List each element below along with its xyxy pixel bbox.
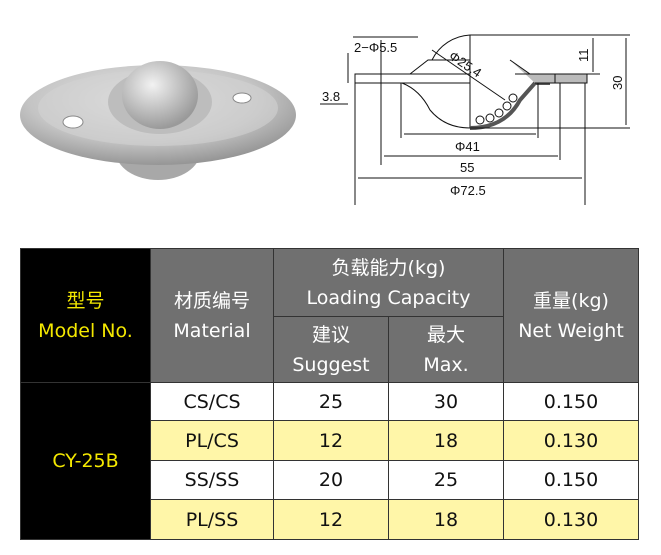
material-cell: PL/CS — [150, 420, 274, 461]
dim-top-height: 11 — [576, 49, 591, 63]
product-photo — [20, 61, 296, 180]
material-cell: PL/SS — [150, 499, 274, 540]
dim-hole-pitch: 55 — [460, 160, 474, 175]
suggest-cell: 12 — [273, 499, 389, 540]
header-model: 型号 Model No. — [20, 248, 151, 383]
table-row: CY-25B CS/CS 25 30 0.150 — [20, 382, 639, 540]
header-weight: 重量(kg) Net Weight — [503, 248, 639, 383]
weight-cell: 0.150 — [503, 460, 639, 500]
dim-holes: 2−Φ5.5 — [354, 40, 397, 55]
model-cell: CY-25B — [20, 382, 151, 540]
spec-table: 型号 Model No. 材质编号 Material 负载能力(kg) Loading… — [20, 248, 639, 540]
dim-outer-dia: Φ72.5 — [450, 183, 486, 198]
max-cell: 18 — [388, 499, 504, 540]
header-suggest: 建议 Suggest — [273, 316, 389, 383]
max-cell: 25 — [388, 460, 504, 500]
suggest-cell: 20 — [273, 460, 389, 500]
dimension-drawing: 2−Φ5.5 Φ25.4 11 30 3.8 Φ41 55 Φ72.5 — [320, 34, 630, 205]
header-material: 材质编号 Material — [150, 248, 274, 383]
suggest-cell: 25 — [273, 382, 389, 421]
dim-total-height: 30 — [610, 76, 625, 90]
dim-inner-dia: Φ41 — [455, 139, 480, 154]
material-cell: SS/SS — [150, 460, 274, 500]
weight-cell: 0.130 — [503, 499, 639, 540]
weight-cell: 0.130 — [503, 420, 639, 461]
dim-flange-thickness: 3.8 — [322, 89, 340, 104]
header-capacity: 负载能力(kg) Loading Capacity — [273, 248, 504, 317]
suggest-cell: 12 — [273, 420, 389, 461]
material-cell: CS/CS — [150, 382, 274, 421]
max-cell: 18 — [388, 420, 504, 461]
header-max: 最大 Max. — [388, 316, 504, 383]
weight-cell: 0.150 — [503, 382, 639, 421]
max-cell: 30 — [388, 382, 504, 421]
